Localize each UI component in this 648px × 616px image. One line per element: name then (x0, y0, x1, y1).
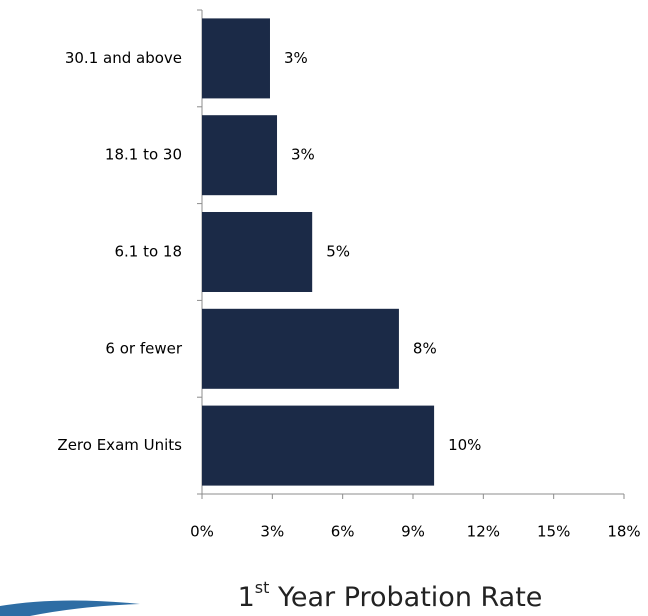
bar (202, 405, 435, 486)
bar (202, 308, 399, 389)
bar (202, 212, 313, 292)
value-label: 3% (284, 49, 308, 67)
decor-swoosh (0, 600, 140, 616)
y-tick-label: Zero Exam Units (57, 436, 182, 454)
axis-title-part: Year Probation Rate (269, 582, 542, 613)
value-label: 5% (326, 243, 350, 261)
x-tick-label: 12% (467, 523, 500, 541)
x-tick-label: 18% (607, 523, 640, 541)
value-label: 3% (291, 146, 315, 164)
x-tick-label: 15% (537, 523, 570, 541)
y-tick-label: 18.1 to 30 (105, 146, 182, 164)
axis-title: 1st Year Probation Rate (238, 578, 543, 613)
x-tick-label: 9% (401, 523, 425, 541)
axis-title-part: 1 (238, 582, 255, 613)
bar (202, 115, 278, 196)
x-tick-label: 3% (260, 523, 284, 541)
axis-title-sup: st (255, 578, 270, 597)
bar (202, 18, 270, 99)
y-tick-label: 30.1 and above (65, 49, 182, 67)
value-label: 10% (448, 436, 481, 454)
y-tick-label: 6.1 to 18 (114, 243, 182, 261)
x-tick-label: 0% (190, 523, 214, 541)
value-label: 8% (413, 339, 437, 357)
x-tick-label: 6% (331, 523, 355, 541)
y-tick-label: 6 or fewer (105, 339, 182, 357)
